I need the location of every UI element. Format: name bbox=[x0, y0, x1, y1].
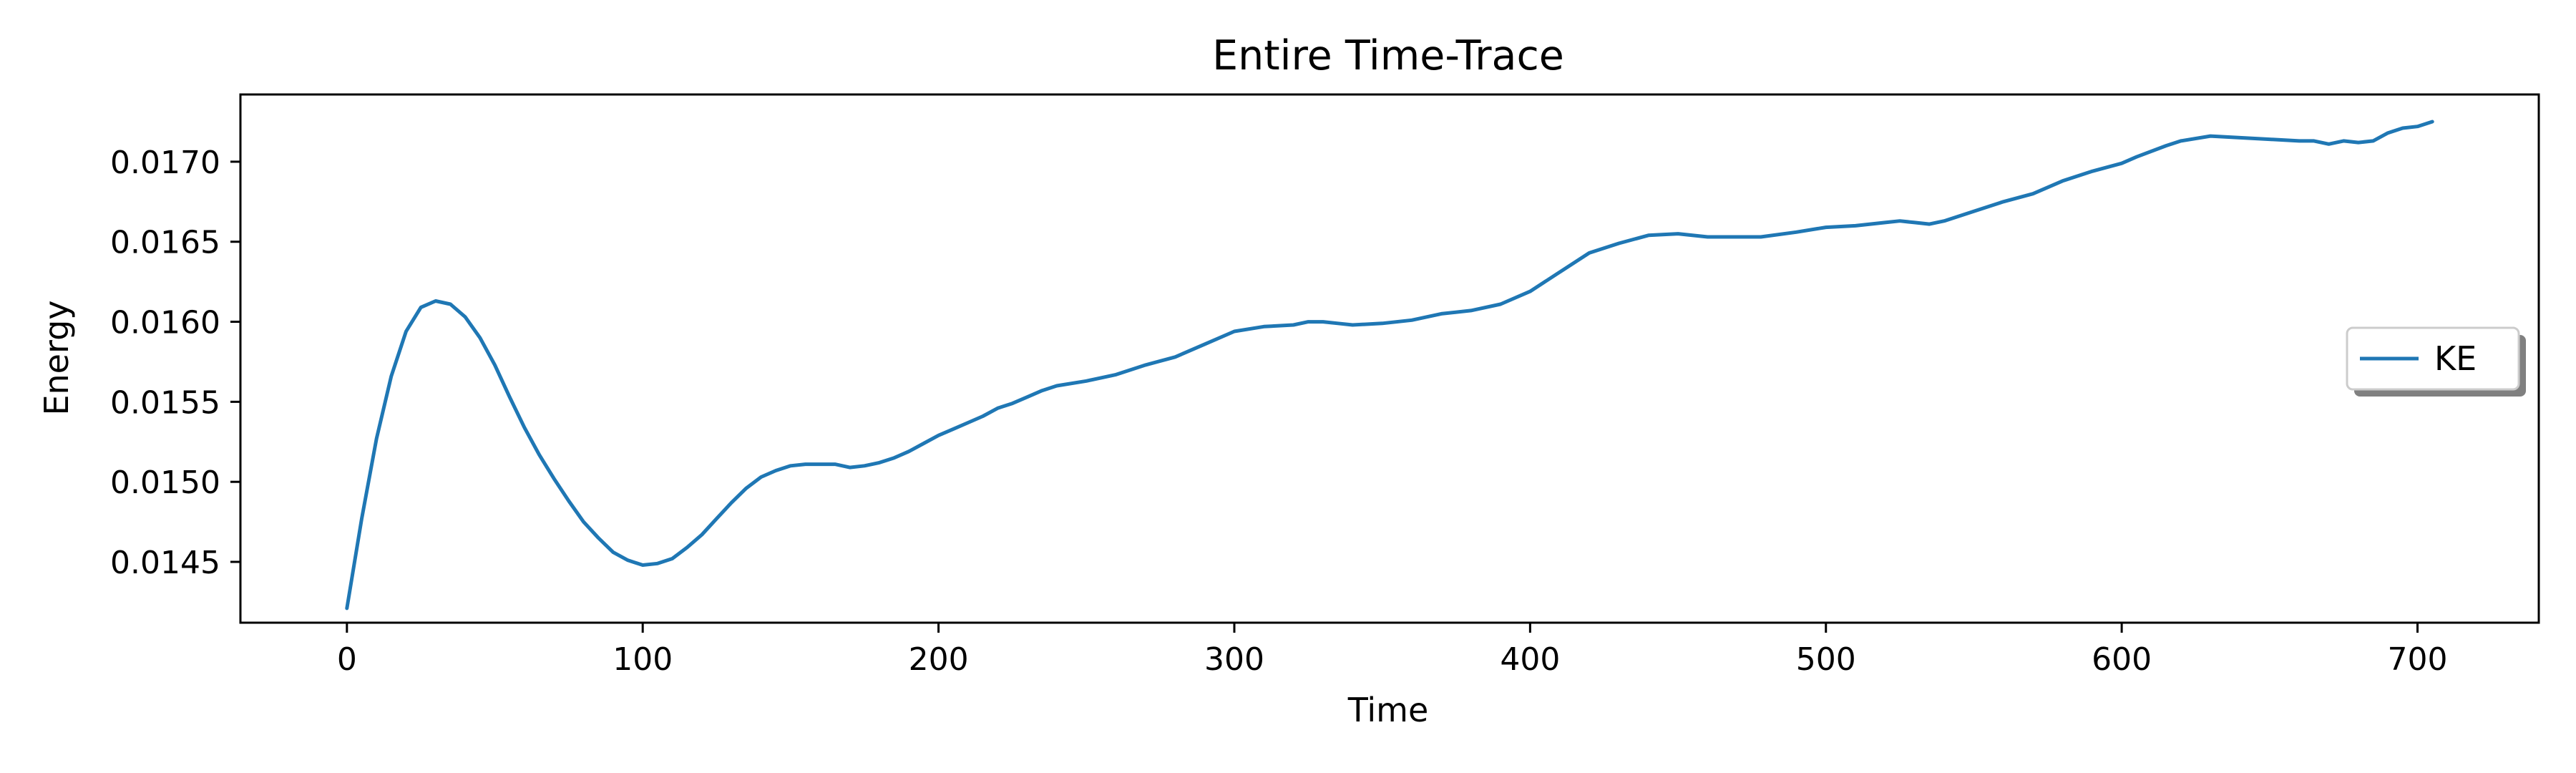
y-tick-label: 0.0145 bbox=[110, 545, 220, 581]
plot-area bbox=[239, 93, 2540, 624]
x-axis-label: Time bbox=[1347, 691, 1429, 729]
x-tick-label: 500 bbox=[1796, 641, 1856, 678]
x-tick-label: 200 bbox=[909, 641, 969, 678]
legend-box bbox=[2346, 326, 2520, 391]
y-tick-label: 0.0150 bbox=[110, 465, 220, 501]
x-axis: 0 100 200 300 400 500 600 700 bbox=[337, 623, 2448, 678]
x-tick-label: 100 bbox=[613, 641, 673, 678]
x-tick-label: 300 bbox=[1204, 641, 1264, 678]
legend: KE bbox=[2346, 326, 2526, 397]
legend-label-ke: KE bbox=[2434, 339, 2477, 378]
x-tick-label: 600 bbox=[2092, 641, 2152, 678]
y-tick-label: 0.0165 bbox=[110, 225, 220, 261]
y-tick-label: 0.0170 bbox=[110, 145, 220, 181]
x-tick-label: 400 bbox=[1500, 641, 1560, 678]
series-line-ke bbox=[345, 120, 2434, 611]
y-tick-label: 0.0155 bbox=[110, 384, 220, 421]
y-tick-label: 0.0160 bbox=[110, 305, 220, 341]
y-axis: 0.0145 0.0150 0.0155 0.0160 0.0165 0.0170 bbox=[110, 145, 240, 581]
chart-title: Entire Time-Trace bbox=[1212, 32, 1564, 79]
y-axis-label: Energy bbox=[37, 300, 76, 415]
x-tick-label: 0 bbox=[337, 641, 357, 678]
x-tick-label: 700 bbox=[2388, 641, 2448, 678]
